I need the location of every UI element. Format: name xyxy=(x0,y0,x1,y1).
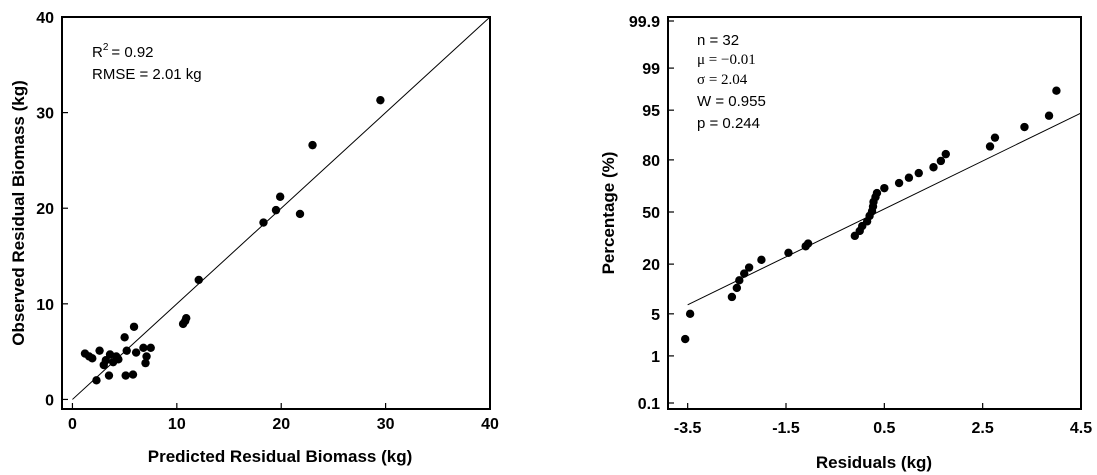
left-x-tick-label: 10 xyxy=(168,416,186,433)
data-point xyxy=(295,209,305,219)
data-point xyxy=(95,346,104,355)
data-point xyxy=(142,352,151,361)
residual-point xyxy=(735,276,744,285)
residual-point xyxy=(784,248,793,257)
residual-point xyxy=(894,178,904,188)
residual-point xyxy=(740,269,749,278)
right-axis-ticks: -3.5 -1.5 0.5 2.5 4.5 0.1 1 5 20 50 80 95 99 99.9 xyxy=(629,14,1092,437)
right-y-tick-label: 80 xyxy=(642,153,660,170)
sigma-annotation: σ = 2.04 xyxy=(697,72,748,88)
left-x-tick-label: 40 xyxy=(481,416,499,433)
data-point xyxy=(275,192,285,201)
p-annotation: p = 0.244 xyxy=(697,115,760,132)
right-y-tick-label: 50 xyxy=(642,205,660,222)
residual-point xyxy=(803,239,813,248)
residual-point xyxy=(880,183,889,193)
data-point xyxy=(194,275,203,285)
left-y-tick-label: 30 xyxy=(36,106,54,123)
normal-probability-plot-residuals: -3.5 -1.5 0.5 2.5 4.5 0.1 1 5 20 50 80 95 99 99.9 n =… xyxy=(599,14,1092,472)
residual-point xyxy=(914,168,923,178)
residual-point xyxy=(1020,122,1029,132)
residual-point xyxy=(904,173,914,182)
left-axis-ticks: 0 10 20 30 40 0 10 20 30 40 xyxy=(36,10,499,433)
residual-point xyxy=(941,149,950,159)
residual-point xyxy=(685,309,695,319)
right-y-tick-label: 0.1 xyxy=(638,396,660,413)
data-point xyxy=(376,95,385,105)
data-point xyxy=(88,354,97,363)
data-point xyxy=(114,355,123,364)
data-point xyxy=(182,313,191,323)
residual-point xyxy=(985,142,995,151)
residual-point xyxy=(936,156,946,166)
data-point xyxy=(139,343,148,353)
right-y-tick-label: 5 xyxy=(651,307,660,324)
left-fit-line-group xyxy=(72,16,491,400)
left-y-tick-label: 10 xyxy=(36,297,54,314)
right-x-tick-label: -3.5 xyxy=(674,420,702,437)
right-x-tick-label: 4.5 xyxy=(1070,420,1092,437)
right-points-group xyxy=(681,86,1061,344)
data-point xyxy=(92,376,101,385)
data-point xyxy=(141,358,150,368)
data-point xyxy=(122,346,131,355)
data-point xyxy=(259,218,268,227)
right-y-tick-label: 20 xyxy=(642,257,660,274)
w-annotation: W = 0.955 xyxy=(697,93,766,110)
left-y-axis-label: Observed Residual Biomass (kg) xyxy=(9,80,28,345)
r2-annotation: R2 = 0.92 xyxy=(92,42,154,61)
rmse-annotation: RMSE = 2.01 kg xyxy=(92,66,202,83)
data-point xyxy=(131,348,141,357)
right-y-tick-label: 1 xyxy=(651,349,660,366)
data-point xyxy=(121,371,130,380)
data-point xyxy=(271,205,281,215)
data-point xyxy=(146,343,155,353)
right-fit-line-group xyxy=(687,112,1082,306)
left-x-tick-label: 30 xyxy=(377,416,395,433)
data-point xyxy=(308,140,317,150)
right-y-axis-label: Percentage (%) xyxy=(599,152,618,275)
left-y-tick-label: 40 xyxy=(36,10,54,27)
right-y-tick-label: 99.9 xyxy=(629,14,660,31)
right-x-axis-label: Residuals (kg) xyxy=(816,453,932,472)
left-x-tick-label: 20 xyxy=(272,416,290,433)
data-point xyxy=(129,322,139,331)
left-x-axis-label: Predicted Residual Biomass (kg) xyxy=(148,447,413,466)
residual-point xyxy=(732,283,742,293)
residual-point xyxy=(681,334,690,344)
residual-point xyxy=(757,255,766,265)
right-fit-line xyxy=(687,112,1082,306)
left-y-tick-label: 20 xyxy=(36,201,54,218)
residual-point xyxy=(1052,86,1061,95)
left-x-tick-label: 0 xyxy=(68,416,77,433)
right-x-tick-label: 0.5 xyxy=(873,420,895,437)
residual-point xyxy=(990,133,1000,142)
residual-point xyxy=(929,163,938,172)
mu-annotation: μ = −0.01 xyxy=(697,52,756,68)
scatter-chart-predicted-vs-observed: 0 10 20 30 40 0 10 20 30 40 R2 = 0.92 RMSE = 2.01 … xyxy=(9,10,499,466)
left-fit-line xyxy=(72,16,491,400)
right-x-tick-label: -1.5 xyxy=(772,420,800,437)
n-annotation: n = 32 xyxy=(697,32,739,49)
left-points-group xyxy=(80,95,385,385)
data-point xyxy=(128,370,138,379)
data-point xyxy=(104,371,114,380)
right-y-tick-label: 95 xyxy=(642,103,660,120)
right-y-tick-label: 99 xyxy=(642,61,660,78)
residual-point xyxy=(1044,111,1054,120)
right-x-tick-label: 2.5 xyxy=(972,420,994,437)
residual-point xyxy=(872,188,882,198)
residual-point xyxy=(727,292,737,302)
residual-point xyxy=(744,263,754,272)
left-y-tick-label: 0 xyxy=(45,392,54,409)
data-point xyxy=(120,333,129,342)
